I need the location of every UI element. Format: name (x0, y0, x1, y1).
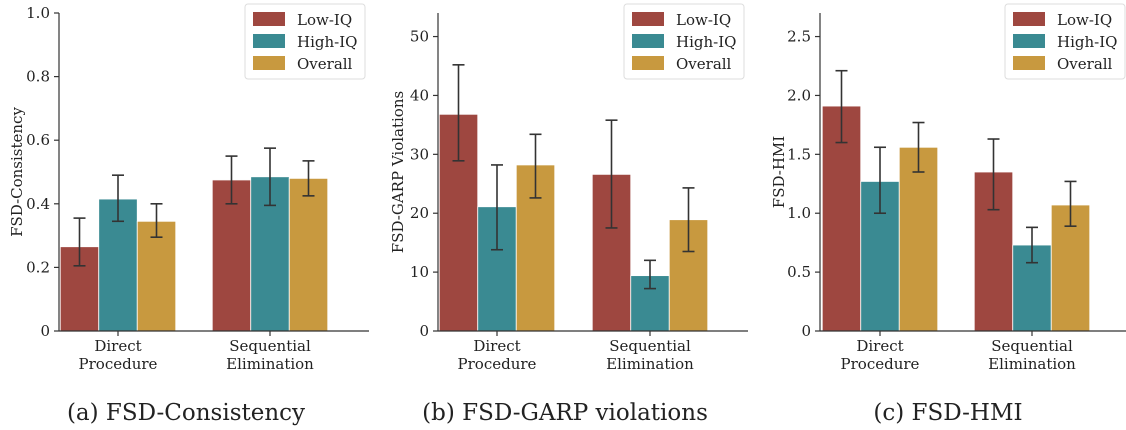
error-bar (73, 217, 86, 267)
panel-caption: (b) FSD-GARP violations (422, 400, 708, 426)
error-bar (605, 119, 618, 229)
legend-label: Low-IQ (297, 11, 352, 29)
error-bar (835, 69, 848, 144)
error-bar (1064, 180, 1077, 227)
legend-swatch-overall (253, 56, 285, 70)
x-tick-label: Sequential Elimination (988, 337, 1076, 373)
y-tick-label: 20 (410, 204, 429, 222)
error-bar (225, 155, 238, 205)
legend-label: High-IQ (676, 33, 736, 51)
y-tick-label: 1.0 (26, 4, 50, 22)
legend-label: High-IQ (1057, 33, 1117, 51)
y-tick-label: 0 (419, 322, 429, 340)
legend-swatch-low-iq (253, 12, 285, 26)
x-tick-label: Direct Procedure (841, 337, 920, 373)
error-bar (644, 259, 656, 290)
legend: Low-IQ High-IQ Overall (244, 3, 366, 80)
error-bar (1026, 226, 1038, 264)
legend-swatch-high-iq (1013, 34, 1045, 48)
y-tick-label: 30 (410, 145, 429, 163)
legend-label: High-IQ (297, 33, 357, 51)
legend-swatch-overall (632, 56, 664, 70)
y-tick-label: 1.5 (787, 145, 811, 163)
error-bar (912, 121, 925, 173)
legend-swatch-high-iq (632, 34, 664, 48)
y-tick-label: 0.8 (26, 68, 50, 86)
legend-swatch-overall (1013, 56, 1045, 70)
y-axis-label: FSD-GARP Violations (389, 91, 407, 253)
error-bar (987, 138, 1000, 211)
bar-overall-2 (288, 177, 329, 332)
error-bar (112, 174, 124, 223)
legend-swatch-low-iq (1013, 12, 1045, 26)
y-tick-label: 2.0 (787, 86, 811, 104)
x-tick-label: Sequential Elimination (226, 337, 314, 373)
x-tick-label: Sequential Elimination (606, 337, 694, 373)
y-axis-label: FSD-Consistency (8, 107, 26, 237)
legend-label: Overall (1057, 55, 1113, 73)
legend-swatch-low-iq (632, 12, 664, 26)
panel-caption: (c) FSD-HMI (873, 400, 1022, 426)
y-tick-label: 10 (410, 263, 429, 281)
chart-panel-1: 0 0.2 0.4 0.6 0.8 1.0 FSD-Consistency Direct Pro… (8, 3, 369, 426)
error-bar (682, 187, 695, 253)
legend-swatch-high-iq (253, 34, 285, 48)
y-tick-label: 0 (40, 322, 50, 340)
bar-overall-1 (898, 146, 939, 332)
y-tick-label: 0.5 (787, 263, 811, 281)
y-tick-label: 0.6 (26, 131, 50, 149)
legend-label: Low-IQ (1057, 11, 1112, 29)
legend-label: Low-IQ (676, 11, 731, 29)
y-tick-label: 1.0 (787, 204, 811, 222)
chart-panel-3: 0 0.5 1.0 1.5 2.0 2.5 FSD-HMI Direct Procedure Se… (770, 3, 1126, 426)
y-tick-label: 40 (410, 86, 429, 104)
error-bar (874, 146, 886, 215)
bar-low-iq-1 (821, 105, 862, 332)
panel-caption: (a) FSD-Consistency (67, 400, 305, 426)
error-bar (491, 164, 503, 251)
chart-panel-2: 0 10 20 30 40 50 FSD-GARP Violations Direct Proc… (389, 3, 748, 426)
y-axis-label: FSD-HMI (770, 136, 788, 208)
legend: Low-IQ High-IQ Overall (623, 3, 745, 80)
x-tick-label: Direct Procedure (79, 337, 158, 373)
error-bar (302, 160, 315, 197)
error-bar (150, 203, 163, 238)
legend-label: Overall (676, 55, 732, 73)
y-tick-label: 0.4 (26, 195, 50, 213)
y-tick-label: 0.2 (26, 258, 50, 276)
error-bar (452, 64, 465, 162)
error-bar (529, 133, 542, 199)
error-bar (264, 147, 276, 207)
y-tick-label: 0 (801, 322, 811, 340)
y-tick-label: 2.5 (787, 28, 811, 46)
legend: Low-IQ High-IQ Overall (1004, 3, 1126, 80)
legend-label: Overall (297, 55, 353, 73)
y-tick-label: 50 (410, 28, 429, 46)
x-tick-label: Direct Procedure (458, 337, 537, 373)
